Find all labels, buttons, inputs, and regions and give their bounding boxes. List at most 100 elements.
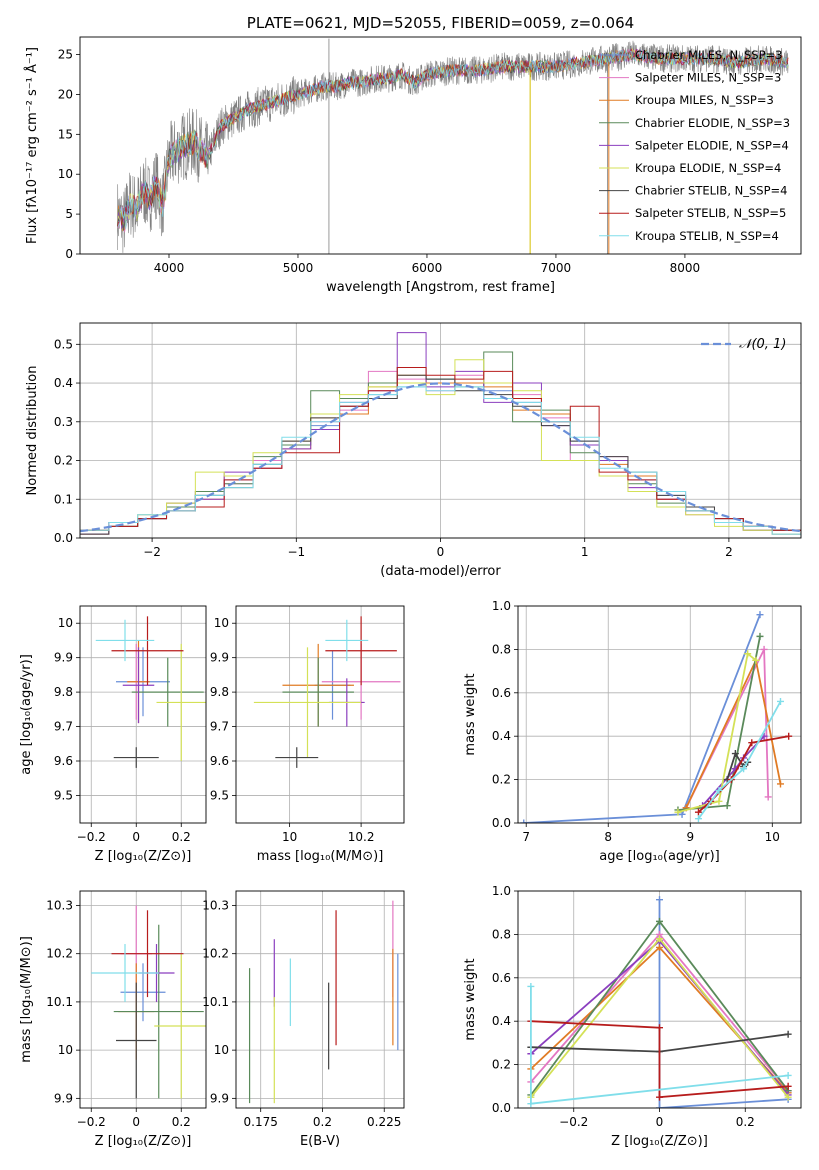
y-tick-label: 10 bbox=[58, 1043, 73, 1057]
point-marker bbox=[760, 645, 768, 653]
x-tick-label: −0.2 bbox=[77, 830, 106, 844]
weight-line bbox=[523, 614, 761, 823]
y-tick-label: 5 bbox=[65, 207, 73, 221]
legend-label: Chabrier MILES, N_SSP=3 bbox=[635, 48, 782, 62]
axes-frame bbox=[79, 605, 207, 824]
x-tick-label: −0.2 bbox=[77, 1115, 106, 1129]
y-tick-label: 0.4 bbox=[492, 1014, 511, 1028]
x-tick-label: 0.2 bbox=[172, 1115, 191, 1129]
x-tick-label: 0 bbox=[132, 1115, 140, 1129]
y-tick-label: 1.0 bbox=[492, 884, 511, 898]
y-tick-label: 10 bbox=[58, 616, 73, 630]
spectrum-lines bbox=[117, 38, 789, 254]
x-tick-label: 2 bbox=[725, 545, 733, 559]
point-marker bbox=[656, 1093, 663, 1101]
x-tick-label: 0.2 bbox=[313, 1115, 332, 1129]
point-marker bbox=[784, 1071, 792, 1079]
y-tick-label: 10 bbox=[214, 1043, 229, 1057]
y-tick-label: 0.3 bbox=[54, 415, 73, 429]
age-vs-metallicity-panel: −0.2 0 0.2 9.5 9.6 9.7 9.8 9.9 10 Z [log₁₀(Z/Z⊙)]… bbox=[19, 605, 207, 864]
x-tick-label: 8 bbox=[604, 830, 612, 844]
x-tick-label: 8000 bbox=[670, 261, 701, 275]
weight-line bbox=[677, 652, 757, 813]
y-tick-label: 0.6 bbox=[492, 971, 511, 985]
x-tick-label: 0.225 bbox=[367, 1115, 401, 1129]
x-tick-label: 10.2 bbox=[348, 830, 375, 844]
y-tick-label: 0.4 bbox=[54, 376, 73, 390]
chart-title: PLATE=0621, MJD=52055, FIBERID=0059, z=0… bbox=[247, 14, 634, 32]
y-tick-label: 9.9 bbox=[54, 1091, 73, 1105]
y-tick-label: 0.2 bbox=[492, 1058, 511, 1072]
y-tick-label: 0.2 bbox=[492, 773, 511, 787]
mass-weight-vs-metallicity-panel: −0.2 0 0.2 0.0 0.2 0.4 0.6 0.8 1.0 Z [log₁₀(Z/Z⊙)… bbox=[463, 884, 802, 1149]
axes-frame bbox=[79, 322, 802, 539]
x-tick-label: 0 bbox=[437, 545, 445, 559]
y-tick-label: 9.5 bbox=[54, 788, 73, 802]
x-tick-label: 0.175 bbox=[244, 1115, 278, 1129]
age-vs-mass-panel: 10 10.2 9.5 9.6 9.7 9.8 9.9 10 mass [log₁₀(M/M⊙)… bbox=[210, 605, 405, 864]
point-marker bbox=[656, 1104, 663, 1108]
axes-frame bbox=[79, 36, 802, 255]
y-tick-label: 20 bbox=[58, 87, 73, 101]
y-tick-label: 15 bbox=[58, 127, 73, 141]
mass-vs-ebv-panel: 0.175 0.2 0.225 9.9 10 10.1 10.2 10.3 E(B-V) bbox=[202, 890, 405, 1149]
x-tick-label: 0.2 bbox=[172, 830, 191, 844]
x-axis-label: mass [log₁₀(M/M⊙)] bbox=[257, 849, 384, 864]
x-axis-label: wavelength [Angstrom, rest frame] bbox=[326, 280, 555, 295]
y-tick-label: 9.7 bbox=[54, 720, 73, 734]
point-marker bbox=[740, 765, 748, 773]
x-tick-label: −2 bbox=[143, 545, 161, 559]
y-tick-label: 9.6 bbox=[54, 754, 73, 768]
error-bars bbox=[248, 900, 399, 1104]
point-marker bbox=[527, 982, 535, 990]
model-spectrum bbox=[117, 49, 789, 230]
point-marker bbox=[784, 1093, 792, 1101]
point-marker bbox=[656, 1024, 663, 1032]
axes-frame bbox=[517, 890, 802, 1109]
weight-line bbox=[530, 1020, 789, 1099]
x-tick-label: 6000 bbox=[412, 261, 443, 275]
histogram-step bbox=[80, 359, 801, 538]
point-marker bbox=[694, 808, 702, 816]
point-marker bbox=[715, 786, 723, 794]
point-marker bbox=[748, 739, 756, 747]
x-axis-label: age [log₁₀(age/yr)] bbox=[599, 849, 720, 864]
y-tick-label: 10.1 bbox=[46, 995, 73, 1009]
x-axis-label: E(B-V) bbox=[300, 1134, 340, 1149]
x-tick-label: 4000 bbox=[154, 261, 185, 275]
x-axis-label: Z [log₁₀(Z/Z⊙)] bbox=[95, 1134, 192, 1149]
point-marker bbox=[694, 815, 702, 823]
x-tick-label: −0.2 bbox=[559, 1115, 588, 1129]
x-axis-label: (data-model)/error bbox=[380, 564, 501, 579]
y-tick-label: 9.8 bbox=[210, 685, 229, 699]
legend-label: 𝒩(0, 1) bbox=[739, 337, 786, 352]
y-tick-label: 10 bbox=[58, 167, 73, 181]
y-tick-label: 9.7 bbox=[210, 720, 229, 734]
gaussian-curve bbox=[80, 382, 801, 533]
y-tick-label: 0.2 bbox=[54, 454, 73, 468]
x-tick-label: 7000 bbox=[541, 261, 572, 275]
point-marker bbox=[785, 732, 793, 740]
y-axis-label: mass weight bbox=[463, 673, 478, 755]
point-marker bbox=[756, 632, 764, 640]
x-tick-label: 0 bbox=[132, 830, 140, 844]
y-tick-label: 0.6 bbox=[492, 686, 511, 700]
y-tick-label: 10.2 bbox=[46, 947, 73, 961]
point-marker bbox=[656, 917, 663, 925]
legend-label: Kroupa STELIB, N_SSP=4 bbox=[635, 229, 779, 243]
point-marker bbox=[678, 810, 686, 818]
mass-weight-vs-age-panel: 7 8 9 10 0.0 0.2 0.4 0.6 0.8 1.0 age [log₁₀(age/yr… bbox=[463, 599, 802, 864]
weight-line bbox=[697, 701, 782, 820]
y-tick-label: 0.8 bbox=[492, 642, 511, 656]
y-tick-label: 25 bbox=[58, 48, 73, 62]
point-marker bbox=[656, 943, 663, 951]
legend-label: Kroupa MILES, N_SSP=3 bbox=[635, 93, 774, 107]
y-tick-label: 10.3 bbox=[202, 898, 229, 912]
axes-frame bbox=[79, 890, 207, 1109]
weight-series bbox=[527, 896, 792, 1108]
y-tick-label: 9.6 bbox=[210, 754, 229, 768]
point-marker bbox=[776, 780, 784, 788]
point-marker bbox=[784, 1082, 792, 1090]
legend-label: Salpeter MILES, N_SSP=3 bbox=[635, 71, 781, 85]
x-tick-label: 0.2 bbox=[736, 1115, 755, 1129]
